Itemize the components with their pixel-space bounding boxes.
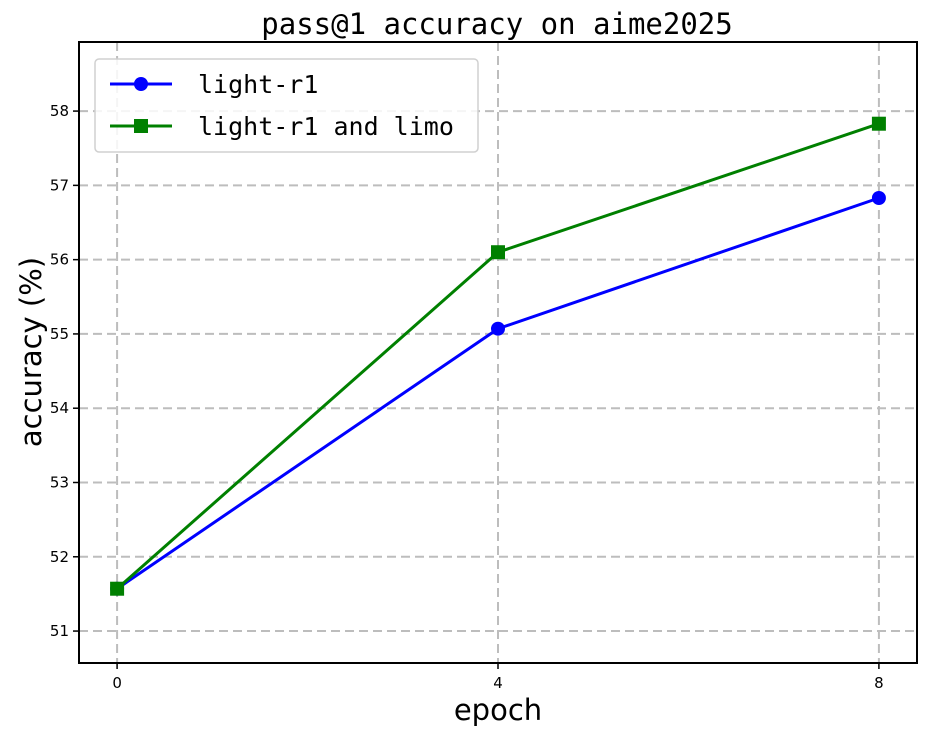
series-layer: [110, 116, 886, 596]
legend-box: [94, 58, 479, 153]
legend-label: light-r1 and limo: [198, 112, 454, 141]
data-point: [491, 321, 505, 336]
y-tick-label: 57: [50, 176, 69, 194]
ticks: 0 4 8 51 52 53 54 55 56 57 58: [50, 102, 884, 692]
x-tick-label: 8: [874, 674, 884, 692]
y-tick-label: 51: [50, 622, 69, 640]
x-tick-label: 0: [112, 674, 122, 692]
legend-item-2: light-r1 and limo: [110, 112, 454, 141]
x-axis-label: epoch: [454, 693, 542, 727]
legend-swatch-marker: [134, 77, 148, 91]
data-point: [491, 245, 505, 260]
series-2: [110, 116, 886, 596]
y-axis-label: accuracy (%): [14, 257, 48, 447]
x-tick-label: 4: [493, 674, 503, 692]
y-tick-label: 55: [50, 325, 69, 343]
legend: light-r1 light-r1 and limo: [94, 58, 479, 153]
chart-title: pass@1 accuracy on aime2025: [261, 7, 732, 41]
data-point: [871, 190, 886, 205]
legend-swatch-marker: [134, 119, 148, 133]
y-tick-label: 54: [50, 399, 69, 417]
data-point: [110, 581, 125, 596]
y-tick-label: 58: [50, 102, 69, 120]
y-tick-label: 53: [50, 473, 69, 491]
legend-label: light-r1: [198, 70, 318, 99]
legend-item-1: light-r1: [110, 70, 318, 99]
y-tick-label: 56: [50, 251, 69, 269]
data-point: [871, 116, 886, 131]
y-tick-label: 52: [50, 548, 69, 566]
